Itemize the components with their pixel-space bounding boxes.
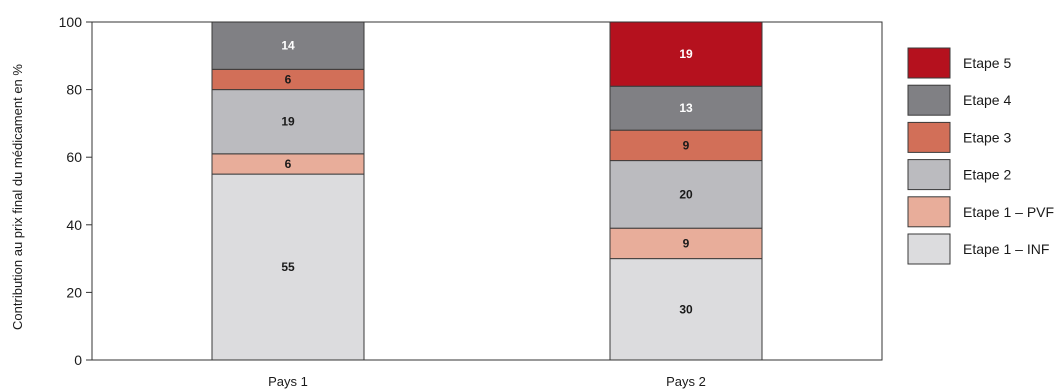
legend-label-etape-5: Etape 5: [963, 55, 1011, 71]
legend-label-etape-3: Etape 3: [963, 129, 1011, 145]
legend-swatch-etape-4: [907, 84, 951, 116]
plot-frame: [91, 21, 883, 361]
bar-segment-pays-1-etape-4: [211, 21, 365, 70]
legend-swatch-etape-1-inf: [907, 233, 951, 265]
y-tick-label-60: 60: [66, 149, 82, 165]
legend-label-etape-4: Etape 4: [963, 92, 1011, 108]
data-label-pays-1-etape-1-inf: 55: [281, 260, 295, 274]
legend-label-etape-1-inf: Etape 1 – INF: [963, 241, 1049, 257]
legend-label-etape-2: Etape 2: [963, 167, 1011, 183]
x-category-label-pays-2: Pays 2: [666, 374, 706, 389]
legend-label-etape-1-pvf: Etape 1 – PVF: [963, 204, 1054, 220]
legend-swatch-etape-3: [907, 121, 951, 153]
y-tick-label-0: 0: [74, 352, 82, 368]
legend-swatch-etape-5: [907, 47, 951, 79]
y-tick-label-20: 20: [66, 284, 82, 300]
legend: Etape 5 Etape 4 Etape 3 Etape 2 Etape 1 – PV…: [907, 47, 1054, 265]
data-label-pays-1-etape-3: 6: [285, 72, 292, 86]
data-label-pays-2-etape-3: 9: [683, 138, 690, 152]
data-label-pays-2-etape-1-inf: 30: [679, 302, 693, 316]
bar-segment-pays-1-etape-1-inf: [211, 173, 365, 361]
bar-segment-pays-2-etape-3: [609, 129, 763, 162]
bar-segment-pays-2-etape-4: [609, 85, 763, 131]
y-axis-title: Contribution au prix final du médicament…: [10, 64, 25, 330]
y-tick-label-80: 80: [66, 82, 82, 98]
bar-segment-pays-2-etape-5: [609, 21, 763, 87]
data-label-pays-2-etape-5: 19: [679, 47, 693, 61]
data-label-pays-1-etape-1-pvf: 6: [285, 157, 292, 171]
data-label-pays-2-etape-4: 13: [679, 101, 693, 115]
legend-swatch-etape-2: [907, 159, 951, 191]
data-label-pays-2-etape-2: 20: [679, 187, 693, 201]
plot-area: 55 6 19 6 14 30 9 20 9 13 19: [211, 21, 763, 361]
legend-swatch-etape-1-pvf: [907, 196, 951, 228]
data-label-pays-2-etape-1-pvf: 9: [683, 236, 690, 250]
y-tick-label-40: 40: [66, 217, 82, 233]
data-label-pays-1-etape-4: 14: [281, 39, 295, 53]
x-category-label-pays-1: Pays 1: [268, 374, 308, 389]
axes: 0 20 40 60 80 100 Pays 1 Pays 2: [59, 14, 883, 389]
y-tick-label-100: 100: [59, 14, 83, 30]
bar-segment-pays-2-etape-2: [609, 160, 763, 229]
bar-segment-pays-2-etape-1-pvf: [609, 227, 763, 260]
data-label-pays-1-etape-2: 19: [281, 115, 295, 129]
